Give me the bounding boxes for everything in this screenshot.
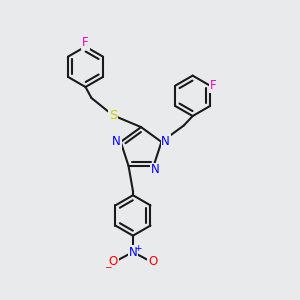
Text: N: N: [161, 135, 170, 148]
Text: N: N: [151, 164, 159, 176]
Text: F: F: [82, 37, 89, 50]
Text: S: S: [109, 109, 117, 122]
Text: N: N: [129, 245, 137, 259]
Text: F: F: [210, 79, 216, 92]
Text: O: O: [109, 255, 118, 268]
Text: +: +: [134, 244, 142, 253]
Text: N: N: [112, 135, 121, 148]
Text: O: O: [148, 255, 157, 268]
Text: −: −: [104, 262, 112, 271]
